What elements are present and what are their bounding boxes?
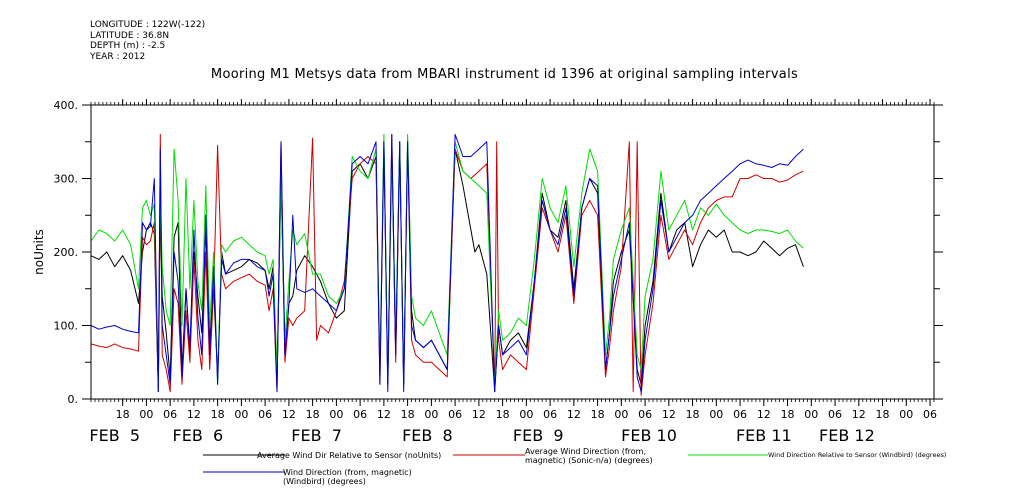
x-tick-label: 00 — [424, 408, 438, 421]
x-day-label: FEB 9 — [513, 426, 564, 445]
x-tick-label: 18 — [591, 408, 605, 421]
x-tick-label: 12 — [662, 408, 676, 421]
x-tick-label: 00 — [234, 408, 248, 421]
longitude-text: LONGITUDE : 122W(-122) — [90, 20, 206, 30]
x-tick-label: 18 — [876, 408, 890, 421]
y-tick-label: 400. — [54, 99, 79, 112]
x-tick-label: 18 — [496, 408, 510, 421]
x-tick-label: 00 — [899, 408, 913, 421]
y-tick-label: 100. — [54, 320, 79, 333]
legend-label-green: Wind Direction Relative to Sensor (Windb… — [768, 451, 947, 459]
y-tick-label: 200. — [54, 246, 79, 259]
x-tick-label: 06 — [923, 408, 937, 421]
x-tick-label: 00 — [804, 408, 818, 421]
x-tick-label: 18 — [116, 408, 130, 421]
legend — [203, 454, 768, 473]
y-axis-label: noUnits — [32, 229, 46, 275]
x-tick-label: 18 — [781, 408, 795, 421]
x-tick-label: 00 — [519, 408, 533, 421]
series-group — [90, 133, 804, 396]
legend-label-red: Average Wind Direction (from, magnetic) … — [525, 447, 653, 465]
x-tick-label: 18 — [686, 408, 700, 421]
x-tick-label: 12 — [187, 408, 201, 421]
x-tick-label: 18 — [211, 408, 225, 421]
year-text: YEAR : 2012 — [90, 51, 146, 62]
x-tick-label: 06 — [353, 408, 367, 421]
x-tick-label: 06 — [828, 408, 842, 421]
series-line-2 — [90, 133, 804, 385]
metadata-block: LONGITUDE : 122W(-122) LATITUDE : 36.8N … — [90, 20, 205, 62]
x-tick-label: 00 — [329, 408, 343, 421]
x-tick-label: 00 — [614, 408, 628, 421]
x-tick-label: 06 — [733, 408, 747, 421]
x-tick-label: 12 — [852, 408, 866, 421]
x-tick-label: 12 — [757, 408, 771, 421]
x-tick-label: 18 — [401, 408, 415, 421]
series-line-3 — [90, 133, 804, 393]
x-tick-label: 06 — [448, 408, 462, 421]
x-day-label: FEB 5 — [89, 426, 140, 445]
x-axis: 18 00 06 12 18 00 06 12 18 00 06 12 18 00 06 12 18 00 06 12… — [89, 99, 937, 445]
x-day-label: FEB 6 — [173, 426, 224, 445]
depth-text: DEPTH (m) : -2.5 — [90, 41, 166, 51]
x-day-label: FEB 7 — [291, 426, 342, 445]
y-tick-label: 300. — [54, 173, 79, 186]
x-tick-label: 12 — [282, 408, 296, 421]
x-tick-label: 06 — [638, 408, 652, 421]
x-tick-label: 12 — [377, 408, 391, 421]
x-tick-label: 06 — [258, 408, 272, 421]
y-axis: 0. 100. 200. 300. 400. noUnits — [32, 99, 943, 406]
y-tick-label: 0. — [68, 393, 79, 406]
legend-label-black: Average Wind Dir Relative to Sensor (noU… — [257, 451, 442, 460]
x-tick-label: 00 — [139, 408, 153, 421]
x-tick-label: 18 — [306, 408, 320, 421]
latitude-text: LATITUDE : 36.8N — [90, 30, 170, 41]
x-tick-label: 06 — [163, 408, 177, 421]
x-tick-label: 12 — [472, 408, 486, 421]
x-tick-label: 12 — [567, 408, 581, 421]
legend-label-blue: Wind Direction (from, magnetic) (Windbir… — [283, 468, 412, 486]
x-day-label: FEB 10 — [621, 426, 677, 445]
x-day-label: FEB 8 — [402, 426, 453, 445]
x-day-label: FEB 12 — [819, 426, 875, 445]
chart-title: Mooring M1 Metsys data from MBARI instru… — [210, 67, 799, 82]
x-tick-label: 00 — [709, 408, 723, 421]
x-tick-label: 06 — [543, 408, 557, 421]
x-day-label: FEB 11 — [736, 426, 792, 445]
